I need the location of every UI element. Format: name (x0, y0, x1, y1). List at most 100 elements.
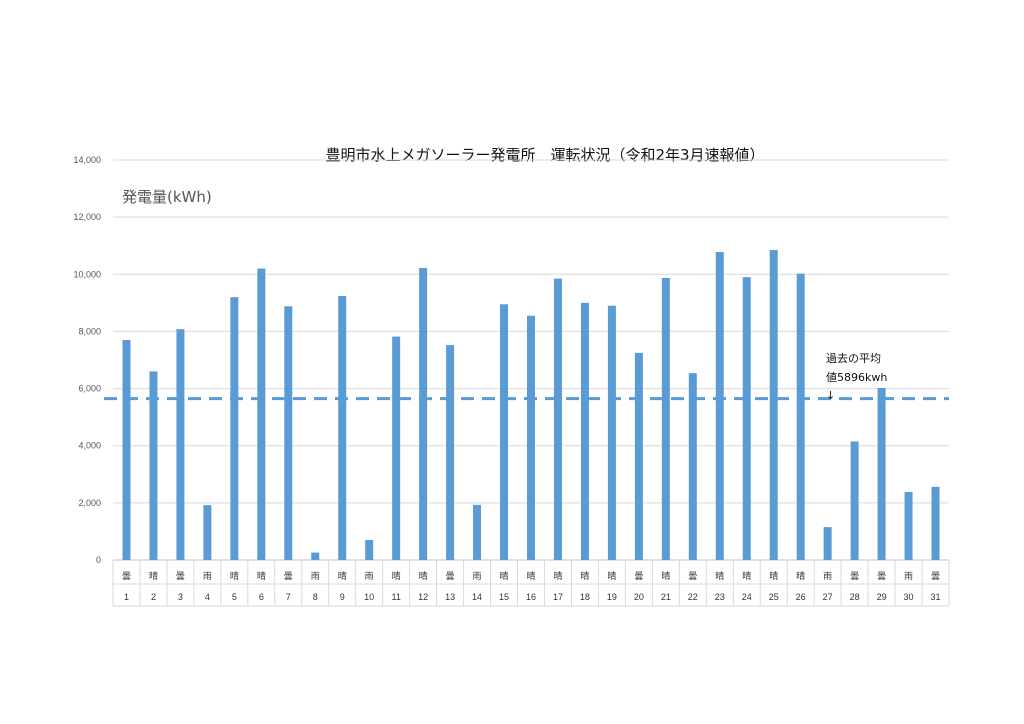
bar (311, 552, 320, 560)
y-tick-label: 8,000 (78, 326, 101, 336)
bar (284, 306, 293, 560)
y-tick-label: 12,000 (73, 212, 101, 222)
x-tick-label: 6 (259, 592, 264, 602)
x-tick-label: 24 (742, 592, 752, 602)
x-tick-label: 4 (205, 592, 210, 602)
weather-label: 曇 (634, 571, 643, 582)
x-tick-label: 30 (904, 592, 914, 602)
y-tick-label: 6,000 (78, 384, 101, 394)
chart-title: 豊明市水上メガソーラー発電所 運転状況（令和2年3月速報値） (325, 146, 764, 164)
weather-label: 晴 (742, 570, 751, 582)
weather-label: 晴 (796, 570, 805, 582)
weather-label: 曇 (850, 571, 859, 582)
weather-label: 晴 (149, 570, 158, 582)
x-tick-label: 5 (232, 592, 237, 602)
y-tick-label: 0 (96, 555, 101, 565)
weather-label: 曇 (931, 571, 940, 582)
y-axis-ticks: 0 2,000 4,000 6,000 8,000 10,000 12,000 14,000 (73, 155, 101, 565)
bar (607, 305, 616, 560)
bar (877, 388, 886, 560)
bar (931, 486, 940, 560)
weather-label: 曇 (176, 571, 185, 582)
x-tick-label: 12 (418, 592, 428, 602)
bar (850, 441, 859, 560)
x-tick-label: 19 (607, 592, 617, 602)
bar (203, 505, 212, 560)
weather-label: 晴 (661, 570, 670, 582)
y-tick-label: 10,000 (73, 269, 101, 279)
weather-label: 曇 (284, 571, 293, 582)
weather-label: 晴 (769, 570, 778, 582)
x-tick-label: 10 (364, 592, 374, 602)
bar (553, 278, 562, 560)
x-tick-label: 22 (688, 592, 698, 602)
x-tick-label: 13 (445, 592, 455, 602)
x-tick-label: 26 (796, 592, 806, 602)
weather-label: 晴 (553, 570, 562, 582)
weather-label: 曇 (122, 571, 131, 582)
weather-label: 雨 (473, 571, 482, 582)
bar (176, 329, 185, 560)
x-tick-label: 27 (823, 592, 833, 602)
x-tick-label: 21 (661, 592, 671, 602)
weather-label: 雨 (203, 571, 212, 582)
x-tick-label: 31 (931, 592, 941, 602)
y-tick-label: 4,000 (78, 441, 101, 451)
bar (823, 527, 832, 560)
bar (769, 250, 778, 560)
weather-label: 雨 (823, 571, 832, 582)
bar (338, 296, 347, 560)
x-tick-label: 8 (313, 592, 318, 602)
bar (473, 504, 482, 560)
bar (742, 277, 751, 560)
weather-label: 晴 (338, 570, 347, 582)
category-table: 曇 1 晴 2 曇 3 雨 4 晴 5 晴 6 曇 7 雨 8 晴 9 雨 10 晴 11 晴 12 曇 13 雨 14 晴 15 晴 16 晴… (112, 560, 950, 607)
weather-label: 曇 (877, 571, 886, 582)
bars (122, 250, 940, 560)
weather-label: 曇 (446, 571, 455, 582)
x-tick-label: 25 (769, 592, 779, 602)
bar (527, 315, 535, 560)
bar (149, 371, 158, 560)
bar (904, 492, 913, 560)
x-tick-label: 11 (391, 592, 400, 602)
bar (688, 373, 697, 560)
average-annotation-arrow: ↓ (826, 389, 835, 402)
weather-label: 晴 (580, 570, 589, 582)
weather-label: 晴 (257, 570, 266, 582)
weather-label: 晴 (419, 570, 428, 582)
weather-label: 晴 (392, 570, 401, 582)
x-tick-label: 16 (526, 592, 536, 602)
y-axis-label: 発電量(kWh) (122, 188, 212, 206)
weather-label: 曇 (688, 571, 697, 582)
bar (661, 278, 670, 560)
weather-label: 雨 (365, 571, 374, 582)
bar (500, 304, 509, 560)
x-tick-label: 18 (580, 592, 590, 602)
y-tick-label: 14,000 (73, 155, 101, 165)
bar (634, 352, 643, 560)
weather-label: 晴 (230, 570, 239, 582)
x-tick-label: 9 (340, 592, 345, 602)
x-tick-label: 20 (634, 592, 644, 602)
bar (365, 540, 374, 560)
bar (446, 345, 455, 560)
bar (122, 340, 131, 560)
x-tick-label: 28 (850, 592, 860, 602)
x-tick-label: 14 (472, 592, 482, 602)
x-tick-label: 17 (553, 592, 563, 602)
x-tick-label: 7 (286, 592, 291, 602)
bar (715, 252, 724, 560)
weather-label: 晴 (526, 570, 535, 582)
weather-label: 晴 (607, 570, 616, 582)
bar (796, 273, 805, 560)
bar (257, 268, 266, 560)
bar (230, 297, 239, 560)
x-tick-label: 3 (178, 592, 183, 602)
bar (392, 336, 401, 560)
y-tick-label: 2,000 (78, 498, 101, 508)
average-annotation-line2: 値5896kwh (826, 371, 887, 384)
x-tick-label: 15 (499, 592, 509, 602)
bar (419, 268, 428, 560)
